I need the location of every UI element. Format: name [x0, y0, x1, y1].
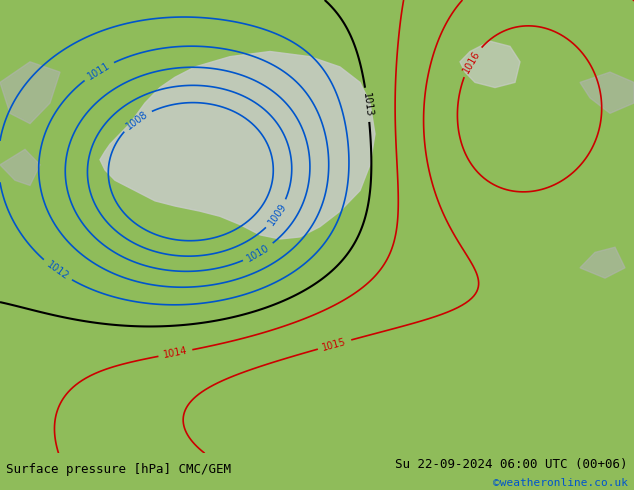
Polygon shape	[0, 149, 40, 185]
Text: 1012: 1012	[44, 259, 70, 282]
Text: 1009: 1009	[266, 201, 288, 227]
Text: Su 22-09-2024 06:00 UTC (00+06): Su 22-09-2024 06:00 UTC (00+06)	[395, 458, 628, 471]
Text: 1016: 1016	[461, 49, 482, 74]
Text: 1011: 1011	[86, 60, 112, 81]
Text: 1008: 1008	[124, 109, 150, 131]
Text: 1014: 1014	[162, 346, 188, 360]
Polygon shape	[460, 41, 520, 88]
Text: ©weatheronline.co.uk: ©weatheronline.co.uk	[493, 478, 628, 488]
Text: 1015: 1015	[321, 337, 347, 353]
Text: Surface pressure [hPa] CMC/GEM: Surface pressure [hPa] CMC/GEM	[6, 463, 231, 476]
Polygon shape	[0, 62, 60, 123]
Text: 1010: 1010	[245, 243, 271, 263]
Polygon shape	[100, 51, 375, 239]
Text: 1013: 1013	[361, 92, 374, 118]
Polygon shape	[580, 247, 625, 278]
Polygon shape	[580, 72, 634, 113]
